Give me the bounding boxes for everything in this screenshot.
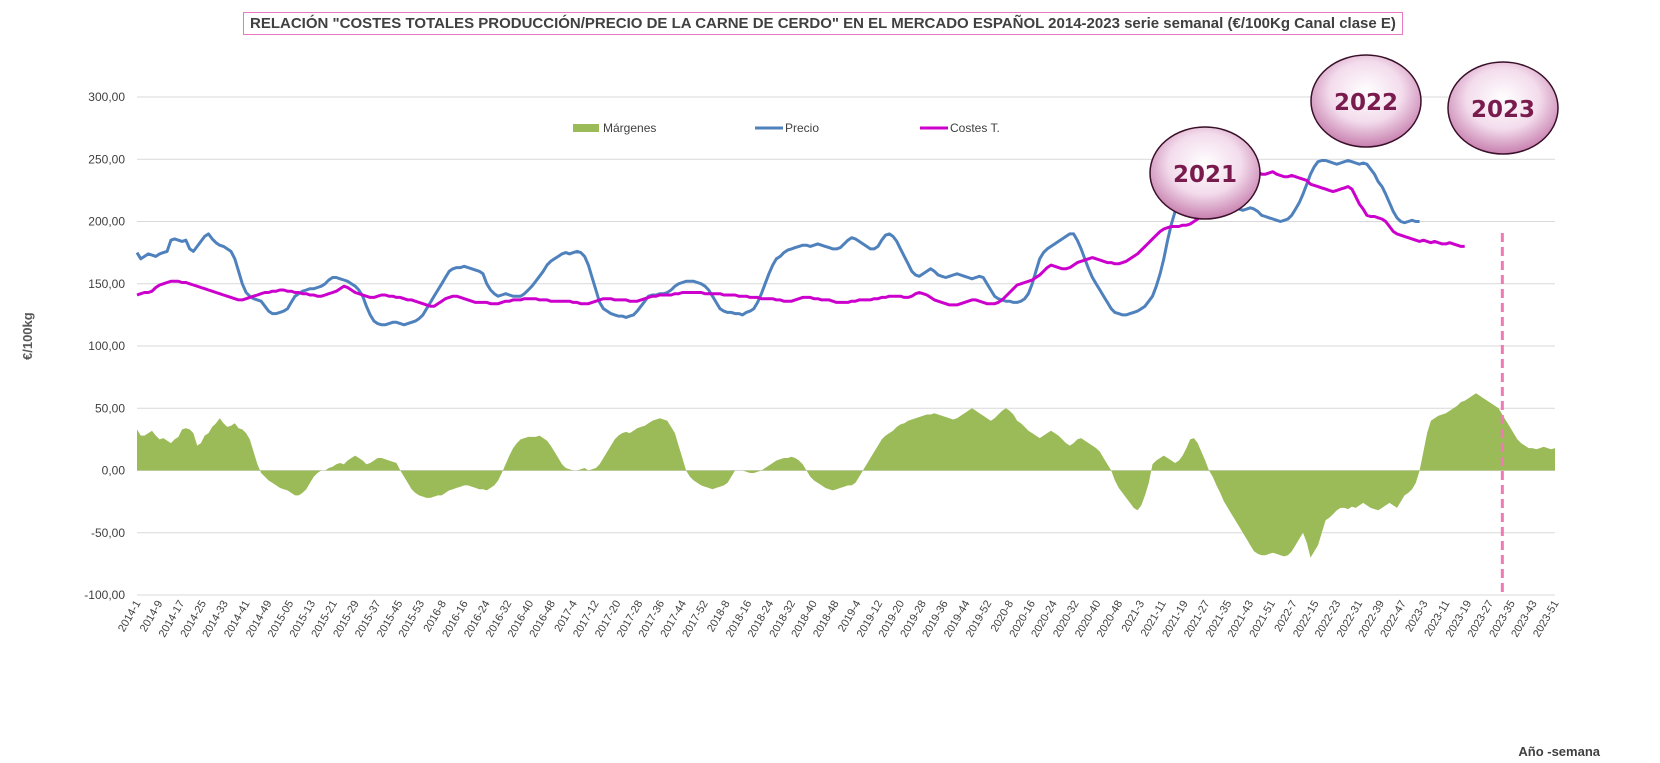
y-tick-label: 200,00 <box>88 215 125 229</box>
y-tick-label: 250,00 <box>88 152 125 166</box>
year-bubble <box>1310 54 1422 148</box>
year-bubble-label: 2023 <box>1471 97 1535 123</box>
y-tick-label: -50,00 <box>91 526 125 540</box>
y-tick-label: 50,00 <box>95 401 125 415</box>
chart-title: RELACIÓN "COSTES TOTALES PRODUCCIÓN/PREC… <box>243 12 1403 35</box>
series-area-margenes <box>137 393 1555 558</box>
x-axis-label: Año -semana <box>1518 744 1600 759</box>
y-tick-label: 150,00 <box>88 277 125 291</box>
year-bubble <box>1149 126 1261 220</box>
legend-swatch <box>573 124 599 132</box>
year-bubble <box>1447 61 1559 155</box>
y-tick-label: 0,00 <box>102 464 126 478</box>
y-tick-label: 100,00 <box>88 339 125 353</box>
legend-label: Márgenes <box>603 121 656 135</box>
legend-label: Precio <box>785 121 819 135</box>
year-bubble-label: 2022 <box>1334 90 1398 116</box>
year-bubble-label: 2021 <box>1173 162 1237 188</box>
y-tick-label: 300,00 <box>88 90 125 104</box>
y-tick-label: -100,00 <box>84 588 125 602</box>
legend-label: Costes T. <box>950 121 1000 135</box>
